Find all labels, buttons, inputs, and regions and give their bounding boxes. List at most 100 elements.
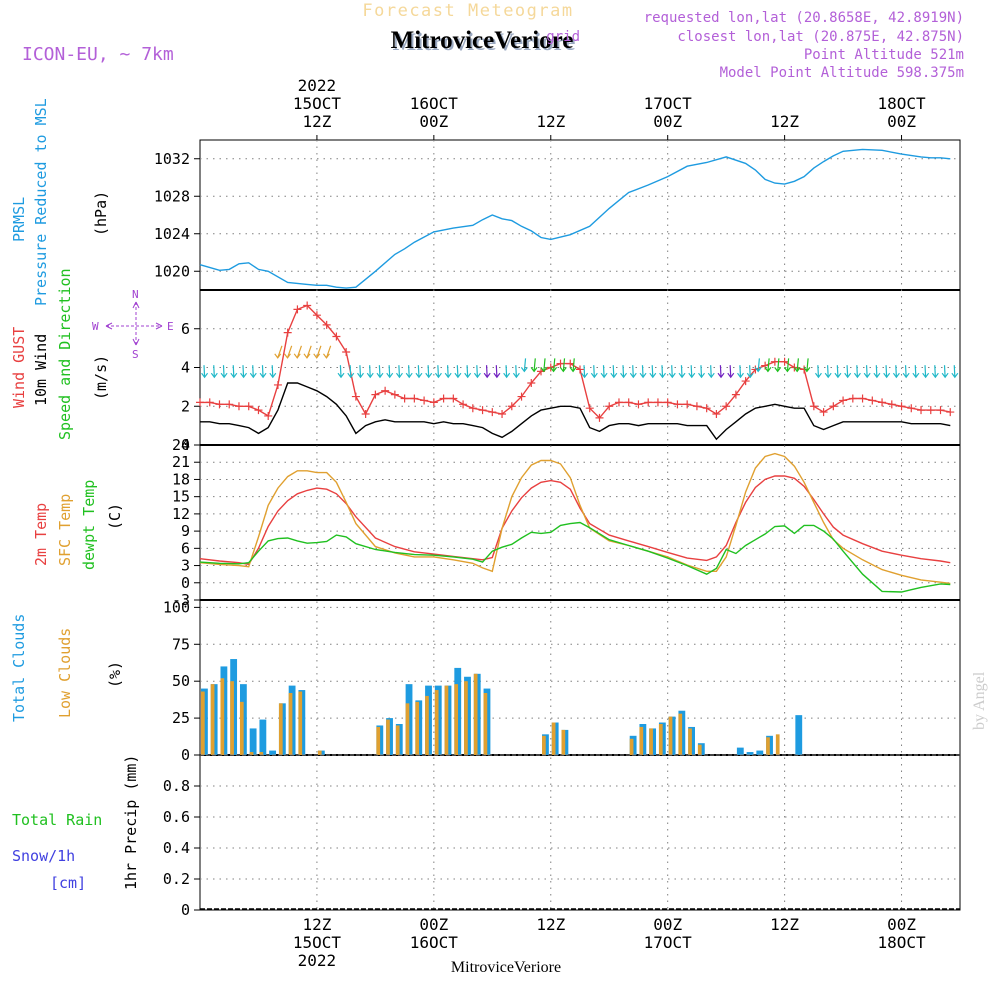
wind-arrow-head <box>737 372 744 379</box>
gust-marker <box>283 328 292 337</box>
wind-arrow-head <box>347 372 355 379</box>
wind-direction-arrow <box>495 365 498 378</box>
gust-marker <box>585 404 594 413</box>
total-cloud-bar <box>795 715 803 755</box>
gust-marker <box>624 398 633 407</box>
wind-direction-arrow <box>261 365 264 378</box>
wind-direction-arrow <box>671 365 673 378</box>
gust-marker <box>917 406 926 415</box>
wind-arrow-head <box>707 372 715 379</box>
wind-direction-arrow <box>552 358 556 372</box>
wind-arrow-head <box>405 372 413 379</box>
wind-arrow-head <box>883 372 891 379</box>
bottom-time-label: 16OCT <box>410 933 459 952</box>
low-cloud-bar <box>697 744 702 755</box>
temp2m-label: 2m Temp <box>32 503 50 566</box>
hpa-unit: (hPa) <box>92 191 110 236</box>
total-cloud-bar <box>259 719 267 755</box>
wind-direction-arrow <box>836 365 839 378</box>
wind-direction-arrow <box>408 365 410 378</box>
gust-marker <box>683 400 692 409</box>
wind-direction-arrow <box>641 365 644 378</box>
wind-arrow-head <box>559 367 567 373</box>
low-cloud-bar <box>678 713 683 755</box>
gust-marker <box>839 396 848 405</box>
wind-direction-arrow <box>924 365 927 378</box>
clouds-ytick-label: 100 <box>163 598 190 616</box>
wind-direction-arrow <box>543 358 546 372</box>
gust-marker <box>459 400 468 409</box>
low-cloud-bar <box>542 735 546 755</box>
wind-arrow-head <box>873 372 881 379</box>
wind-direction-arrow <box>316 345 322 359</box>
pressure-ytick-label: 1020 <box>154 262 190 280</box>
wind-arrow-head <box>590 372 598 379</box>
wind-direction-arrow <box>476 365 479 378</box>
temp-labels: 2m Temp SFC Temp dewpt Temp (C) <box>32 480 124 570</box>
wind-direction-arrow <box>417 365 420 378</box>
bottom-time-label: 18OCT <box>877 933 926 952</box>
gust-marker <box>858 394 867 403</box>
sfc-temp-series-line <box>199 452 951 585</box>
precip-unit: 1hr Precip (mm) <box>122 755 140 890</box>
gust-marker <box>673 400 682 409</box>
low-cloud-bar <box>288 693 293 755</box>
wind-arrow-head <box>493 372 501 379</box>
wind-arrow-head <box>220 372 228 379</box>
gust-marker <box>351 392 360 401</box>
gust-marker <box>517 392 526 401</box>
gust-marker <box>605 402 614 411</box>
gust-marker <box>215 400 224 409</box>
total-cloud-bar <box>249 728 257 755</box>
precip-labels: Total Rain Snow/1h [cm] 1hr Precip (mm) <box>12 755 140 892</box>
footer-title: MitroviceVeriore <box>451 959 561 976</box>
pressure-labels: PRMSL Pressure Reduced to MSL (hPa) <box>10 98 110 306</box>
wind-direction-arrow <box>749 365 751 378</box>
closest-coords: closest lon,lat (20.875E, 42.875N) <box>677 29 964 45</box>
gust-marker <box>848 394 857 403</box>
top-time-label: 17OCT <box>644 94 693 113</box>
wind-direction-arrow <box>562 358 566 372</box>
wind-arrow-head <box>201 372 209 379</box>
temp-ytick-label: 24 <box>172 436 190 454</box>
wind-direction-arrow <box>806 358 809 372</box>
wind-direction-arrow <box>904 365 907 378</box>
wind-direction-arrow <box>953 365 956 378</box>
wind-direction-arrow <box>296 345 303 359</box>
wind-direction-arrow <box>232 365 235 378</box>
grid-prefix: grid <box>546 29 580 45</box>
wind-arrow-head <box>249 372 257 379</box>
gust-marker <box>322 320 331 329</box>
dewpt-temp-series-line <box>199 521 951 593</box>
clouds-ytick-label: 0 <box>181 746 190 764</box>
total-cloud-bar <box>756 750 764 755</box>
wind-arrow-head <box>464 372 472 379</box>
wind-arrow-head <box>284 353 291 359</box>
gust-marker <box>429 398 438 407</box>
wind-direction-arrow <box>767 358 770 372</box>
wind-direction-arrow <box>369 365 371 378</box>
model-point-altitude: Model Point Altitude 598.375m <box>720 65 964 81</box>
wind-arrow-head <box>688 372 696 379</box>
wind-arrow-head <box>600 372 608 379</box>
point-altitude: Point Altitude 521m <box>804 47 964 63</box>
gust-marker <box>663 398 672 407</box>
wind-arrow-head <box>240 372 248 379</box>
low-cloud-bar <box>298 691 303 755</box>
gust-marker <box>878 398 887 407</box>
low-cloud-bar <box>278 703 283 755</box>
low-cloud-bar <box>629 738 634 755</box>
wind-direction-arrow <box>661 365 664 378</box>
temp-ytick-label: 15 <box>172 488 190 506</box>
low-cloud-bar <box>561 729 566 755</box>
gust-marker <box>644 398 653 407</box>
wind-arrow-head <box>386 372 394 379</box>
gust-marker <box>614 398 623 407</box>
dewpt-label: dewpt Temp <box>80 480 98 570</box>
low-cloud-bar <box>259 752 264 755</box>
wind-direction-arrow <box>427 365 430 378</box>
gust-marker <box>410 394 419 403</box>
low-cloud-bar <box>376 726 381 755</box>
bottom-time-label: 00Z <box>653 915 682 934</box>
top-time-label: 00Z <box>653 112 682 131</box>
